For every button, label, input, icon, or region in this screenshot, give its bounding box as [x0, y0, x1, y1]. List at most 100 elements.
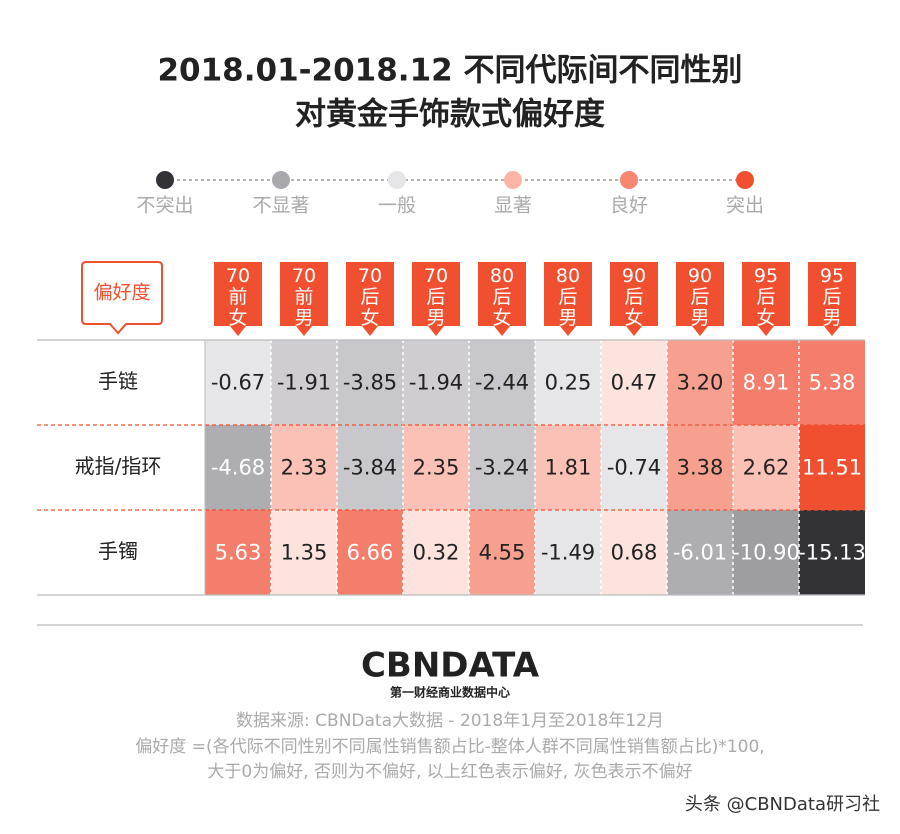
heatmap-cell [271, 425, 337, 510]
cell-value: 2.33 [281, 456, 328, 480]
column-label: 70后男 [423, 264, 449, 329]
column-header: 70前男 [280, 262, 328, 332]
cell-value: 1.81 [545, 456, 592, 480]
column-header: 95后女 [742, 262, 790, 332]
column-tag [214, 262, 262, 336]
column-header: 70后女 [346, 262, 394, 332]
cell-value: 3.38 [677, 456, 724, 480]
cell-value: 2.35 [413, 456, 460, 480]
legend-label: 良好 [610, 195, 648, 217]
heatmap-cell [337, 340, 403, 425]
legend-label: 不显著 [252, 195, 309, 217]
column-tag [610, 262, 658, 336]
row-label: 手镯 [98, 539, 138, 563]
column-tag [676, 262, 724, 336]
column-label: 80后男 [555, 264, 581, 329]
column-tag [280, 262, 328, 336]
column-label: 70前女 [225, 264, 251, 329]
logo-subtitle: 第一财经商业数据中心 [390, 685, 510, 700]
heatmap-cell [667, 340, 733, 425]
column-tag [346, 262, 394, 336]
heatmap-cell [535, 425, 601, 510]
row-label: 手链 [98, 369, 138, 393]
column-label: 90后男 [687, 264, 713, 329]
column-header: 80后男 [544, 262, 592, 332]
heatmap-cell [799, 340, 865, 425]
chart-title: 对黄金手饰款式偏好度 [295, 97, 605, 133]
heatmap-cell [469, 425, 535, 510]
column-label: 80后女 [489, 264, 515, 329]
cell-value: -0.74 [607, 456, 661, 480]
legend-dot [504, 171, 522, 189]
heatmap-cell [205, 340, 271, 425]
cell-value: -0.67 [211, 371, 265, 395]
heatmap-cell [271, 340, 337, 425]
cell-value: -3.84 [343, 456, 397, 480]
cell-value: -15.13 [798, 541, 866, 565]
heatmap-cell [469, 340, 535, 425]
heatmap-cell [403, 510, 469, 595]
heatmap-cell [403, 425, 469, 510]
cell-value: 0.25 [545, 371, 592, 395]
legend-dot [156, 171, 174, 189]
legend-dot [272, 171, 290, 189]
legend-dot [388, 171, 406, 189]
column-tag [412, 262, 460, 336]
cell-value: -2.44 [475, 371, 529, 395]
row-label: 戒指/指环 [75, 454, 162, 478]
column-header: 70前女 [214, 262, 262, 332]
heatmap-cell [271, 510, 337, 595]
corner-bubble [81, 261, 163, 335]
heatmap-cell [733, 425, 799, 510]
cell-value: -6.01 [673, 541, 727, 565]
cell-value: -1.94 [409, 371, 463, 395]
heatmap-cell [403, 340, 469, 425]
column-label: 90后女 [621, 264, 647, 329]
column-header: 70后男 [412, 262, 460, 332]
heatmap-cell [733, 510, 799, 595]
column-label: 70后女 [357, 264, 383, 329]
watermark: 头条 @CBNData研习社 [685, 794, 880, 815]
heatmap-cell [205, 510, 271, 595]
cell-value: 11.51 [802, 456, 862, 480]
cell-value: -1.91 [277, 371, 331, 395]
cell-value: 3.20 [677, 371, 724, 395]
column-tag [808, 262, 856, 336]
chart-title: 2018.01-2018.12 不同代际间不同性别 [157, 53, 742, 89]
note: 偏好度 =(各代际不同性别不同属性销售额占比-整体人群不同属性销售额占比)*10… [135, 737, 764, 757]
cell-value: 0.47 [611, 371, 658, 395]
heatmap-cell [799, 425, 865, 510]
column-header: 95后男 [808, 262, 856, 332]
heatmap-cell [799, 510, 865, 595]
heatmap-cell [601, 340, 667, 425]
cell-value: 1.35 [281, 541, 328, 565]
cell-value: 0.68 [611, 541, 658, 565]
heatmap-cell [733, 340, 799, 425]
cell-value: 5.63 [215, 541, 262, 565]
heatmap-cell [469, 510, 535, 595]
cell-value: 8.91 [743, 371, 790, 395]
column-label: 70前男 [291, 264, 317, 329]
heatmap-cell [337, 510, 403, 595]
corner-label: 偏好度 [93, 282, 150, 304]
legend-label: 显著 [494, 195, 532, 217]
cell-value: 5.38 [809, 371, 856, 395]
legend-dot [620, 171, 638, 189]
column-header: 90后女 [610, 262, 658, 332]
legend-label: 一般 [378, 195, 416, 217]
cell-value: -3.24 [475, 456, 529, 480]
column-label: 95后男 [819, 264, 845, 329]
heatmap-cell [601, 510, 667, 595]
column-header: 80后女 [478, 262, 526, 332]
note: 大于0为偏好, 否则为不偏好, 以上红色表示偏好, 灰色表示不偏好 [207, 762, 692, 782]
heatmap-cell [535, 340, 601, 425]
column-label: 95后女 [753, 264, 779, 329]
cell-value: 0.32 [413, 541, 460, 565]
cell-value: -10.90 [732, 541, 800, 565]
column-tag [742, 262, 790, 336]
heatmap-cell [337, 425, 403, 510]
cell-value: -4.68 [211, 456, 265, 480]
cell-value: 6.66 [347, 541, 394, 565]
